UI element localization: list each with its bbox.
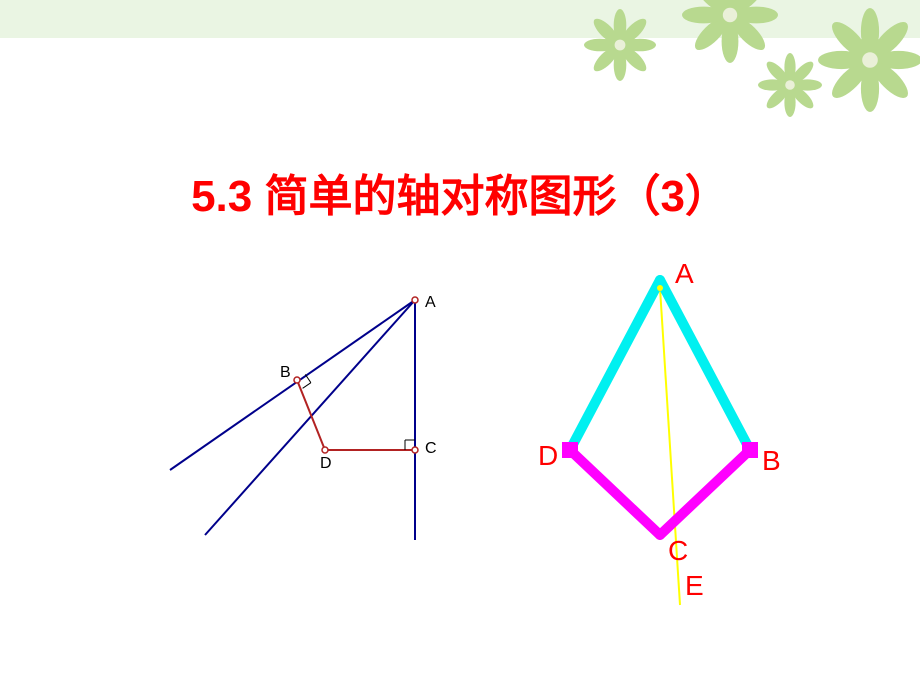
label-A-right: A [675,258,694,290]
label-C-left: C [425,440,437,458]
label-B-left: B [280,364,291,382]
header-decoration [0,0,920,130]
label-A-left: A [425,294,436,312]
label-C-right: C [668,535,688,567]
left-diagram: A B C D [130,280,460,560]
label-B-right: B [762,445,781,477]
label-D-right: D [538,440,558,472]
right-diagram: A B D C E [520,260,860,640]
label-D-left: D [320,455,332,473]
slide-title: 5.3 简单的轴对称图形（3） [0,160,920,224]
label-E-right: E [685,570,704,602]
